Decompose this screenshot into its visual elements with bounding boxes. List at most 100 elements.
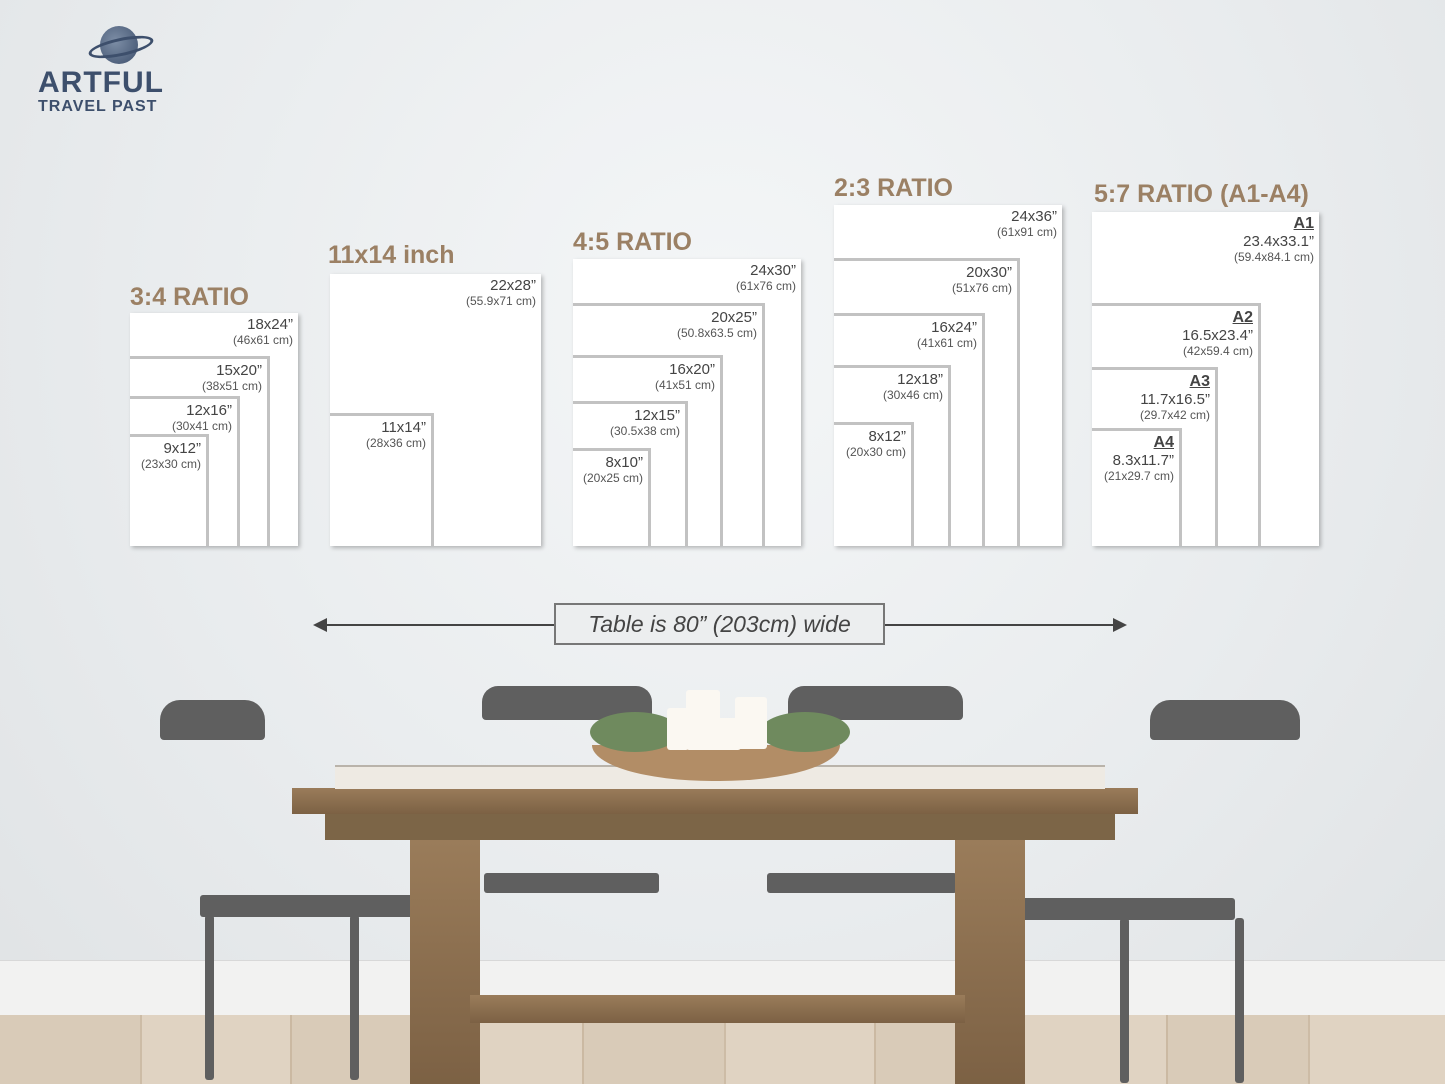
size-inches: 9x12” <box>163 440 201 457</box>
size-cm: (51x76 cm) <box>951 281 1012 295</box>
arrow-left-icon <box>313 618 327 632</box>
size-label: A2 16.5x23.4” (42x59.4 cm) <box>1182 309 1253 358</box>
table-top <box>292 788 1138 814</box>
print-size-frame-group: 22x28” (55.9x71 cm) 11x14” (28x36 cm) <box>330 274 541 546</box>
chair-leg <box>1235 918 1244 1083</box>
size-inches: 16x20” <box>669 361 715 378</box>
size-cm: (55.9x71 cm) <box>465 294 536 308</box>
size-cm: (61x76 cm) <box>735 279 796 293</box>
size-inches: 23.4x33.1” <box>1243 233 1314 250</box>
size-label: 18x24” (46x61 cm) <box>233 316 293 347</box>
size-label: A4 8.3x11.7” (21x29.7 cm) <box>1104 434 1174 483</box>
size-label: 8x12” (20x30 cm) <box>846 428 906 459</box>
print-size-frame-group: 24x30” (61x76 cm) 20x25” (50.8x63.5 cm) 16x2… <box>573 259 801 546</box>
size-cm: (41x61 cm) <box>916 336 977 350</box>
print-size-outline: 9x12” (23x30 cm) <box>130 434 209 546</box>
paper-size-name: A3 <box>1189 373 1210 390</box>
ratio-title: 3:4 RATIO <box>130 283 249 311</box>
size-inches: 22x28” <box>490 277 536 294</box>
table-width-indicator: Table is 80” (203cm) wide <box>313 603 1127 645</box>
ratio-title: 5:7 RATIO (A1-A4) <box>1094 180 1309 208</box>
size-inches: 16.5x23.4” <box>1182 327 1253 344</box>
size-cm: (38x51 cm) <box>201 379 262 393</box>
size-label: 24x30” (61x76 cm) <box>736 262 796 293</box>
arrow-right-icon <box>1113 618 1127 632</box>
chair-seat <box>484 873 659 893</box>
size-label: 22x28” (55.9x71 cm) <box>466 277 536 308</box>
succulent <box>760 712 850 752</box>
size-label: 12x18” (30x46 cm) <box>883 371 943 402</box>
size-inches: 11.7x16.5” <box>1140 391 1210 408</box>
size-inches: 20x25” <box>711 309 757 326</box>
paper-size-name: A2 <box>1232 309 1253 326</box>
ratio-title: 4:5 RATIO <box>573 228 692 256</box>
size-cm: (42x59.4 cm) <box>1182 344 1253 358</box>
size-inches: 12x15” <box>634 407 680 424</box>
size-label: 12x16” (30x41 cm) <box>172 402 232 433</box>
size-label: 16x20” (41x51 cm) <box>655 361 715 392</box>
print-size-outline: 8x12” (20x30 cm) <box>834 422 914 546</box>
size-label: 20x25” (50.8x63.5 cm) <box>677 309 757 340</box>
succulent <box>590 712 680 752</box>
chair-leg <box>1120 918 1129 1083</box>
size-inches: 16x24” <box>931 319 977 336</box>
size-cm: (59.4x84.1 cm) <box>1233 250 1314 264</box>
print-size-outline: A4 8.3x11.7” (21x29.7 cm) <box>1092 428 1182 546</box>
table-apron <box>325 814 1115 840</box>
size-inches: 12x18” <box>897 371 943 388</box>
table-leg <box>410 840 480 1084</box>
table-width-label: Table is 80” (203cm) wide <box>554 603 885 645</box>
print-size-outline: 8x10” (20x25 cm) <box>573 448 651 546</box>
size-cm: (21x29.7 cm) <box>1103 469 1174 483</box>
candle <box>705 718 741 750</box>
size-label: 20x30” (51x76 cm) <box>952 264 1012 295</box>
chair-leg <box>350 915 359 1080</box>
size-cm: (41x51 cm) <box>654 378 715 392</box>
paper-size-name: A1 <box>1293 215 1314 232</box>
print-size-outline: 11x14” (28x36 cm) <box>330 413 434 546</box>
size-label: 24x36” (61x91 cm) <box>997 208 1057 239</box>
size-cm: (46x61 cm) <box>232 333 293 347</box>
size-cm: (23x30 cm) <box>140 457 201 471</box>
print-size-frame-group: A1 23.4x33.1” (59.4x84.1 cm) A2 16.5x23.4” (4… <box>1092 212 1319 546</box>
size-label: 9x12” (23x30 cm) <box>141 440 201 471</box>
brand-logo: ARTFUL TRAVEL PAST <box>36 26 196 116</box>
brand-tagline: TRAVEL PAST <box>38 98 158 115</box>
candle <box>667 708 689 750</box>
size-cm: (30x41 cm) <box>171 419 232 433</box>
brand-name: ARTFUL <box>38 66 164 99</box>
paper-size-name: A4 <box>1153 434 1174 451</box>
size-cm: (30x46 cm) <box>882 388 943 402</box>
size-inches: 18x24” <box>247 316 293 333</box>
size-label: A3 11.7x16.5” (29.7x42 cm) <box>1140 373 1210 422</box>
size-inches: 8x12” <box>868 428 906 445</box>
size-label: 8x10” (20x25 cm) <box>583 454 643 485</box>
size-inches: 24x30” <box>750 262 796 279</box>
size-cm: (28x36 cm) <box>365 436 426 450</box>
size-inches: 11x14” <box>381 419 426 436</box>
chair-leg <box>205 915 214 1080</box>
size-inches: 20x30” <box>966 264 1012 281</box>
size-label: A1 23.4x33.1” (59.4x84.1 cm) <box>1234 215 1314 264</box>
chair-back <box>1150 700 1300 740</box>
size-label: 15x20” (38x51 cm) <box>202 362 262 393</box>
size-cm: (29.7x42 cm) <box>1139 408 1210 422</box>
size-inches: 12x16” <box>186 402 232 419</box>
size-cm: (20x25 cm) <box>582 471 643 485</box>
size-cm: (61x91 cm) <box>996 225 1057 239</box>
size-inches: 8x10” <box>605 454 643 471</box>
size-cm: (30.5x38 cm) <box>609 424 680 438</box>
ratio-title: 11x14 inch <box>328 241 455 269</box>
chair-seat <box>1015 898 1235 920</box>
chair-seat <box>767 873 957 893</box>
chair-seat <box>200 895 415 917</box>
print-size-frame-group: 18x24” (46x61 cm) 15x20” (38x51 cm) 12x16” (3… <box>130 313 298 546</box>
print-size-frame-group: 24x36” (61x91 cm) 20x30” (51x76 cm) 16x24” (4… <box>834 205 1062 546</box>
wood-floor <box>0 1015 1445 1084</box>
size-label: 16x24” (41x61 cm) <box>917 319 977 350</box>
ratio-title: 2:3 RATIO <box>834 174 953 202</box>
table-stretcher <box>470 995 965 1023</box>
chair-back <box>160 700 265 740</box>
table-leg <box>955 840 1025 1084</box>
size-label: 11x14” (28x36 cm) <box>366 419 426 450</box>
